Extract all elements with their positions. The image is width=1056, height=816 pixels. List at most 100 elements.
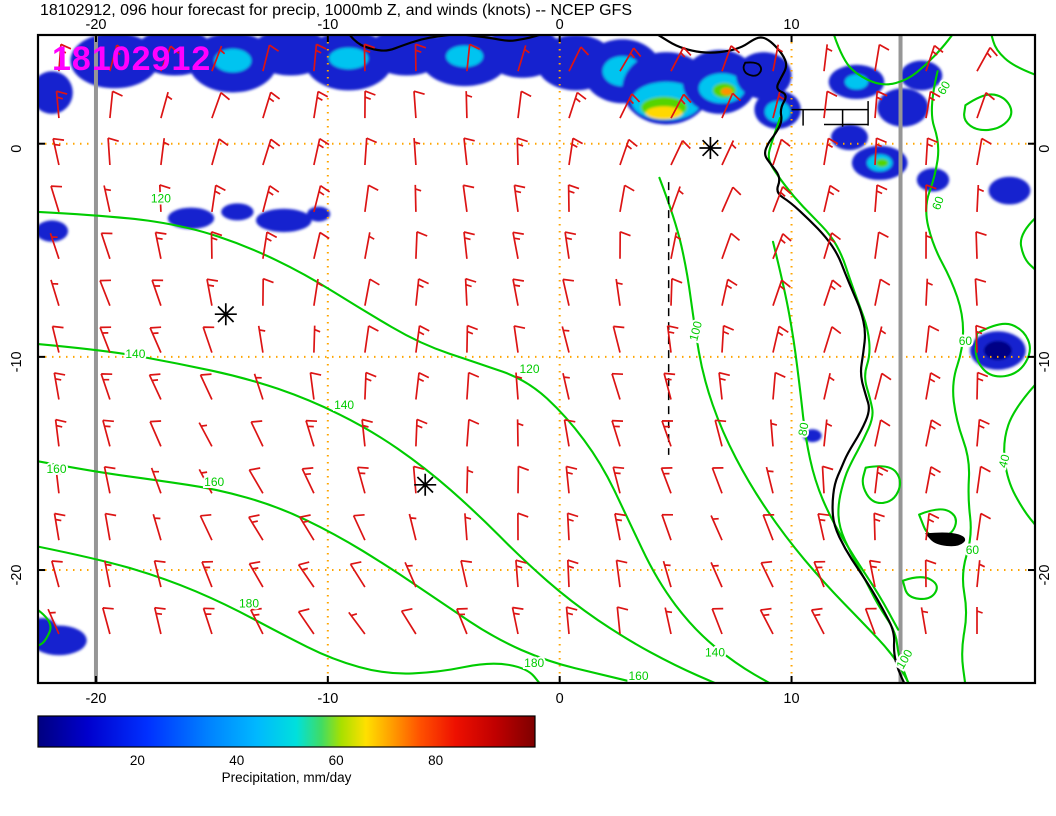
wind-barb xyxy=(301,467,315,494)
contour-label: 160 xyxy=(628,669,648,683)
contour-label: 160 xyxy=(204,475,224,489)
domain-boundaries xyxy=(93,35,903,683)
precip-cell xyxy=(900,60,943,91)
wind-barb xyxy=(615,559,628,588)
colorbar-tick-label: 20 xyxy=(130,753,145,768)
wind-barb xyxy=(103,185,112,213)
wind-barb xyxy=(151,279,164,306)
wind-barb xyxy=(810,607,825,635)
wind-barb xyxy=(564,231,577,259)
wind-barb xyxy=(562,278,575,306)
axis-tick-label: -20 xyxy=(86,17,107,33)
wind-barb xyxy=(760,560,774,588)
wind-barb xyxy=(250,420,264,447)
wind-barb xyxy=(976,184,985,212)
wind-barb xyxy=(874,184,888,212)
wind-barb xyxy=(614,512,626,541)
wind-barb xyxy=(100,232,113,260)
wind-barb xyxy=(463,231,475,259)
lake-shape xyxy=(924,532,966,547)
wind-barb xyxy=(150,467,162,494)
precip-cell xyxy=(803,429,822,443)
wind-barb xyxy=(925,231,932,259)
wind-barb xyxy=(976,560,986,588)
wind-barb xyxy=(58,43,72,72)
axis-tick-label: 0 xyxy=(1037,145,1053,153)
wind-barb xyxy=(721,324,735,353)
wind-barb xyxy=(210,230,223,259)
wind-barb xyxy=(415,231,428,259)
wind-barb xyxy=(198,469,213,494)
wind-barb xyxy=(414,43,427,72)
wind-barb xyxy=(415,278,429,306)
wind-barb xyxy=(313,43,327,72)
wind-barb xyxy=(868,559,881,588)
axis-tick-label: 0 xyxy=(9,145,25,153)
precip-cell xyxy=(214,48,252,73)
wind-barb xyxy=(460,559,473,588)
wind-barb xyxy=(661,420,674,447)
wind-barb xyxy=(568,46,590,72)
wind-barb xyxy=(99,326,112,353)
axis-tick-label: -20 xyxy=(1037,565,1053,586)
wind-barb xyxy=(874,43,890,72)
wind-barb xyxy=(721,140,737,166)
wind-barb xyxy=(710,515,723,541)
wind-barb xyxy=(512,231,524,259)
wind-barb xyxy=(517,512,529,541)
wind-barb xyxy=(517,90,532,119)
wind-barb xyxy=(414,184,422,212)
coastline-layer xyxy=(348,35,966,683)
wind-barb xyxy=(567,184,580,212)
wind-barb xyxy=(515,372,523,400)
wind-barb xyxy=(670,140,691,166)
wind-barb xyxy=(404,561,417,588)
wind-barb xyxy=(262,231,278,259)
precip-cell xyxy=(307,206,331,222)
wind-barb xyxy=(55,90,68,119)
precip-layer xyxy=(38,35,1031,656)
wind-barb xyxy=(714,419,727,447)
precip-cell xyxy=(38,220,69,242)
wind-barb xyxy=(160,45,180,72)
colorbar-tick-label: 60 xyxy=(329,753,344,768)
coastline-path xyxy=(656,35,906,683)
wind-barb xyxy=(661,513,674,541)
wind-barb xyxy=(823,232,842,260)
wind-barb xyxy=(313,184,331,213)
height-contour xyxy=(771,240,900,631)
wind-barb xyxy=(565,465,578,494)
wind-barb xyxy=(50,279,60,306)
wind-barb xyxy=(568,91,587,119)
wind-barb xyxy=(154,231,167,259)
wind-barb xyxy=(925,44,944,72)
wind-barb xyxy=(512,278,525,306)
wind-barb xyxy=(361,418,373,447)
height-contour xyxy=(38,545,541,683)
wind-barb xyxy=(158,184,171,212)
colorbar-gradient xyxy=(37,715,536,748)
wind-barb xyxy=(54,465,67,494)
wind-barb xyxy=(464,277,477,306)
wind-barb xyxy=(721,45,741,72)
wind-barb xyxy=(976,371,989,400)
wind-barb xyxy=(670,277,683,306)
wind-barb xyxy=(356,466,369,494)
axis-tick-label: -10 xyxy=(1037,351,1053,372)
axis-tick-label: -10 xyxy=(9,351,25,372)
wind-barb xyxy=(619,231,631,259)
wind-barb xyxy=(976,607,983,634)
wind-barb xyxy=(821,465,834,494)
wind-barb xyxy=(517,465,530,494)
height-contour-layer xyxy=(38,35,1035,683)
wind-barb xyxy=(563,418,576,447)
wind-barb xyxy=(568,137,584,166)
axis-tick-label: 10 xyxy=(783,691,799,707)
height-contour xyxy=(38,343,718,683)
wind-barb xyxy=(772,44,784,72)
wind-barb xyxy=(925,278,933,306)
wind-barb xyxy=(51,325,64,353)
wind-barb xyxy=(364,232,375,259)
wind-barb xyxy=(413,138,421,166)
wind-barb xyxy=(874,465,889,494)
